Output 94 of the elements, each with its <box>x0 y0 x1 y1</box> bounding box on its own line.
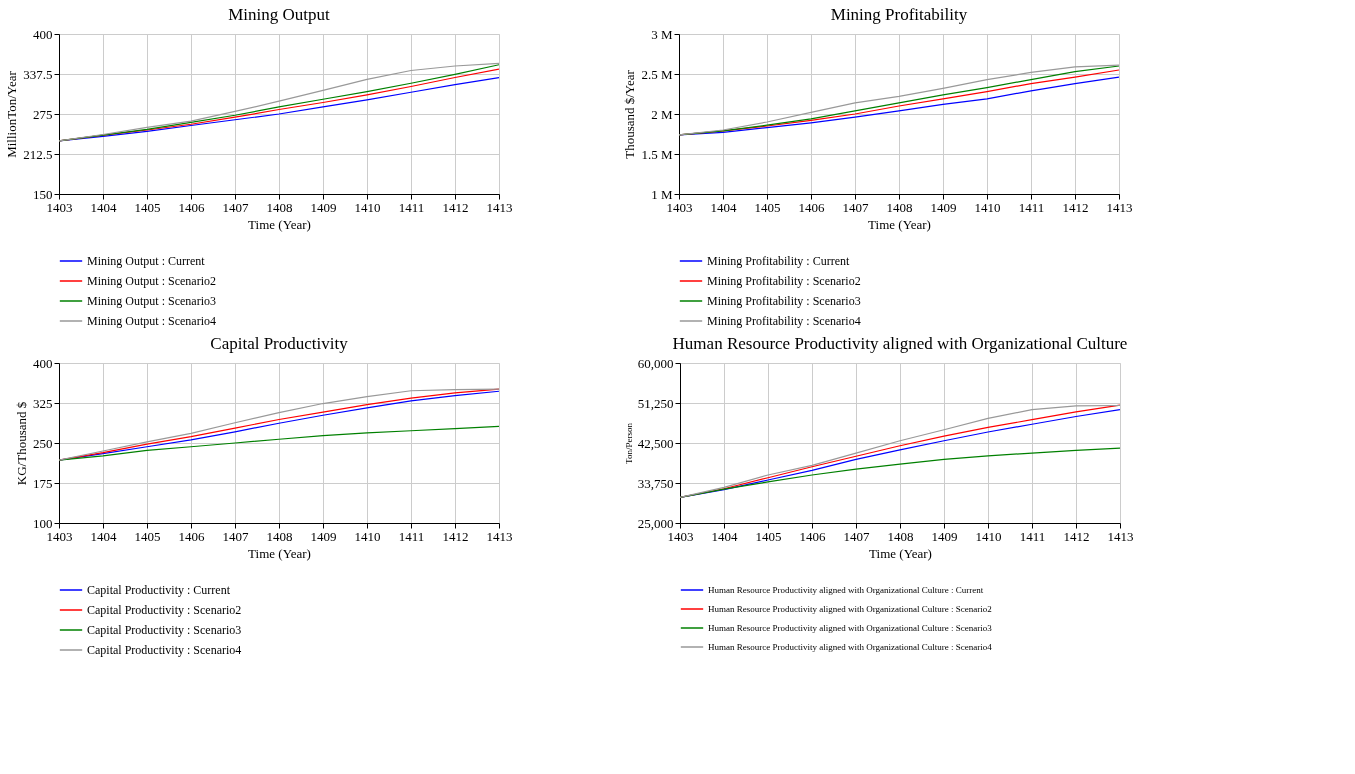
y-axis-title: KG/Thousand $ <box>14 401 29 486</box>
legend-label: Human Resource Productivity aligned with Organizational Culture : Current <box>708 585 984 595</box>
legend-label: Mining Output : Scenario4 <box>87 314 216 328</box>
legend-label: Mining Profitability : Scenario3 <box>707 294 861 308</box>
x-tick-label: 1409 <box>930 199 957 215</box>
legend-label: Capital Productivity : Scenario4 <box>87 643 242 657</box>
x-tick-label: 1405 <box>134 528 161 544</box>
x-tick-label: 1405 <box>755 528 782 544</box>
y-axis-title: Thousand $/Year <box>622 69 638 159</box>
y-tick-label: 33,750 <box>637 475 674 491</box>
x-tick-label: 1404 <box>90 199 117 215</box>
legend-label: Capital Productivity : Scenario2 <box>87 603 242 617</box>
x-tick-label: 1413 <box>486 528 513 544</box>
x-tick-label: 1403 <box>46 528 73 544</box>
legend-label: Mining Profitability : Scenario2 <box>707 274 861 288</box>
legend-label: Mining Output : Scenario2 <box>87 274 216 288</box>
y-axis-title: Ton/Person <box>623 422 634 464</box>
x-tick-label: 1406 <box>178 199 205 215</box>
x-tick-label: 1412 <box>442 528 469 544</box>
x-tick-label: 1409 <box>931 528 958 544</box>
x-tick-label: 1413 <box>1107 528 1134 544</box>
x-tick-label: 1405 <box>754 199 781 215</box>
legend-label: Capital Productivity : Scenario3 <box>87 623 242 637</box>
x-tick-label: 1407 <box>842 199 869 215</box>
x-tick-label: 1406 <box>178 528 205 544</box>
chart-title: Mining Output <box>228 5 331 24</box>
x-tick-label: 1403 <box>667 528 694 544</box>
line-series <box>680 447 1120 498</box>
chart-title: Human Resource Productivity aligned with Organizational Culture <box>672 334 1128 353</box>
x-tick-label: 1412 <box>1063 528 1090 544</box>
x-tick-label: 1409 <box>310 199 337 215</box>
chart-title: Mining Profitability <box>830 5 968 24</box>
x-axis-title: Time (Year) <box>869 545 932 561</box>
y-tick-label: 51,250 <box>637 395 674 411</box>
x-tick-label: 1403 <box>46 199 73 215</box>
x-tick-label: 1410 <box>354 528 381 544</box>
y-tick-label: 25,000 <box>637 515 674 531</box>
y-tick-label: 1.5 M <box>641 146 673 162</box>
y-tick-label: 275 <box>33 106 53 122</box>
y-tick-label: 3 M <box>651 26 673 42</box>
y-tick-label: 150 <box>33 186 53 202</box>
x-tick-label: 1408 <box>266 528 293 544</box>
y-tick-label: 42,500 <box>637 435 674 451</box>
x-tick-label: 1410 <box>975 528 1002 544</box>
x-tick-label: 1404 <box>90 528 117 544</box>
y-tick-label: 337.5 <box>23 66 53 82</box>
x-tick-label: 1407 <box>843 528 870 544</box>
x-tick-label: 1405 <box>134 199 161 215</box>
x-tick-label: 1406 <box>798 199 825 215</box>
y-tick-label: 100 <box>33 515 53 531</box>
x-tick-label: 1403 <box>666 199 693 215</box>
x-tick-label: 1410 <box>354 199 381 215</box>
x-tick-label: 1411 <box>1019 528 1046 544</box>
x-tick-label: 1411 <box>398 199 425 215</box>
x-tick-label: 1407 <box>222 199 249 215</box>
legend-label: Human Resource Productivity aligned with Organizational Culture : Scenario2 <box>708 604 992 614</box>
y-tick-label: 175 <box>33 475 53 491</box>
x-tick-label: 1412 <box>1062 199 1089 215</box>
x-tick-label: 1413 <box>1106 199 1133 215</box>
y-tick-label: 325 <box>33 395 53 411</box>
legend-label: Capital Productivity : Current <box>87 583 231 597</box>
x-tick-label: 1408 <box>887 528 914 544</box>
x-tick-label: 1404 <box>711 528 738 544</box>
legend-label: Mining Output : Scenario3 <box>87 294 216 308</box>
y-tick-label: 212.5 <box>23 146 53 162</box>
y-tick-label: 1 M <box>651 186 673 202</box>
x-tick-label: 1409 <box>310 528 337 544</box>
y-axis-title: MillionTon/Year <box>4 70 20 158</box>
x-tick-label: 1411 <box>1018 199 1045 215</box>
x-axis-title: Time (Year) <box>248 216 311 232</box>
x-axis-title: Time (Year) <box>868 216 931 232</box>
legend-label: Mining Output : Current <box>87 254 206 268</box>
x-tick-label: 1410 <box>974 199 1001 215</box>
x-tick-label: 1408 <box>886 199 913 215</box>
x-tick-label: 1411 <box>398 528 425 544</box>
chart-title: Capital Productivity <box>210 334 349 353</box>
legend-label: Mining Profitability : Scenario4 <box>707 314 861 328</box>
legend-label: Human Resource Productivity aligned with Organizational Culture : Scenario4 <box>708 642 993 652</box>
x-axis-title: Time (Year) <box>248 545 311 561</box>
line-series <box>59 425 499 461</box>
x-tick-label: 1406 <box>799 528 826 544</box>
y-tick-label: 400 <box>33 26 53 42</box>
legend-label: Human Resource Productivity aligned with Organizational Culture : Scenario3 <box>708 623 993 633</box>
x-tick-label: 1412 <box>442 199 469 215</box>
y-tick-label: 60,000 <box>637 355 674 371</box>
y-tick-label: 400 <box>33 355 53 371</box>
x-tick-label: 1407 <box>222 528 249 544</box>
legend-label: Mining Profitability : Current <box>707 254 850 268</box>
y-tick-label: 2.5 M <box>641 66 673 82</box>
x-tick-label: 1413 <box>486 199 513 215</box>
x-tick-label: 1408 <box>266 199 293 215</box>
y-tick-label: 2 M <box>651 106 673 122</box>
x-tick-label: 1404 <box>710 199 737 215</box>
y-tick-label: 250 <box>33 435 53 451</box>
